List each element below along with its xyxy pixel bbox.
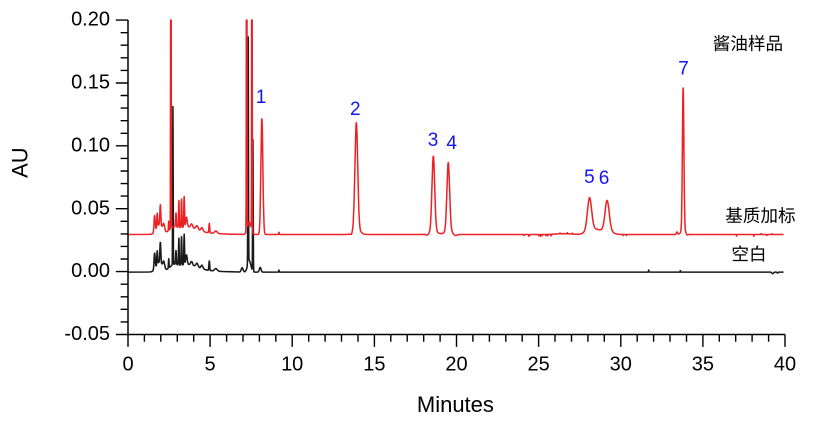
svg-text:1: 1 (256, 87, 267, 108)
svg-text:25: 25 (527, 354, 549, 376)
svg-text:4: 4 (446, 133, 457, 154)
svg-text:Minutes: Minutes (417, 392, 494, 417)
svg-text:AU: AU (8, 147, 33, 178)
svg-text:6: 6 (599, 168, 610, 189)
svg-text:30: 30 (610, 354, 632, 376)
svg-text:15: 15 (363, 354, 385, 376)
svg-text:0.15: 0.15 (71, 72, 110, 94)
svg-text:3: 3 (428, 130, 439, 151)
svg-text:35: 35 (692, 354, 714, 376)
svg-text:0.10: 0.10 (71, 134, 110, 156)
svg-text:5: 5 (584, 167, 595, 188)
svg-text:10: 10 (281, 354, 303, 376)
svg-text:7: 7 (678, 59, 689, 80)
svg-text:-0.05: -0.05 (64, 323, 110, 345)
svg-text:40: 40 (774, 354, 796, 376)
svg-text:0.05: 0.05 (71, 197, 110, 219)
svg-text:0.20: 0.20 (71, 9, 110, 31)
svg-text:5: 5 (205, 354, 216, 376)
svg-text:0.00: 0.00 (71, 260, 110, 282)
svg-text:2: 2 (350, 99, 361, 120)
svg-text:0: 0 (122, 354, 133, 376)
svg-text:20: 20 (445, 354, 467, 376)
